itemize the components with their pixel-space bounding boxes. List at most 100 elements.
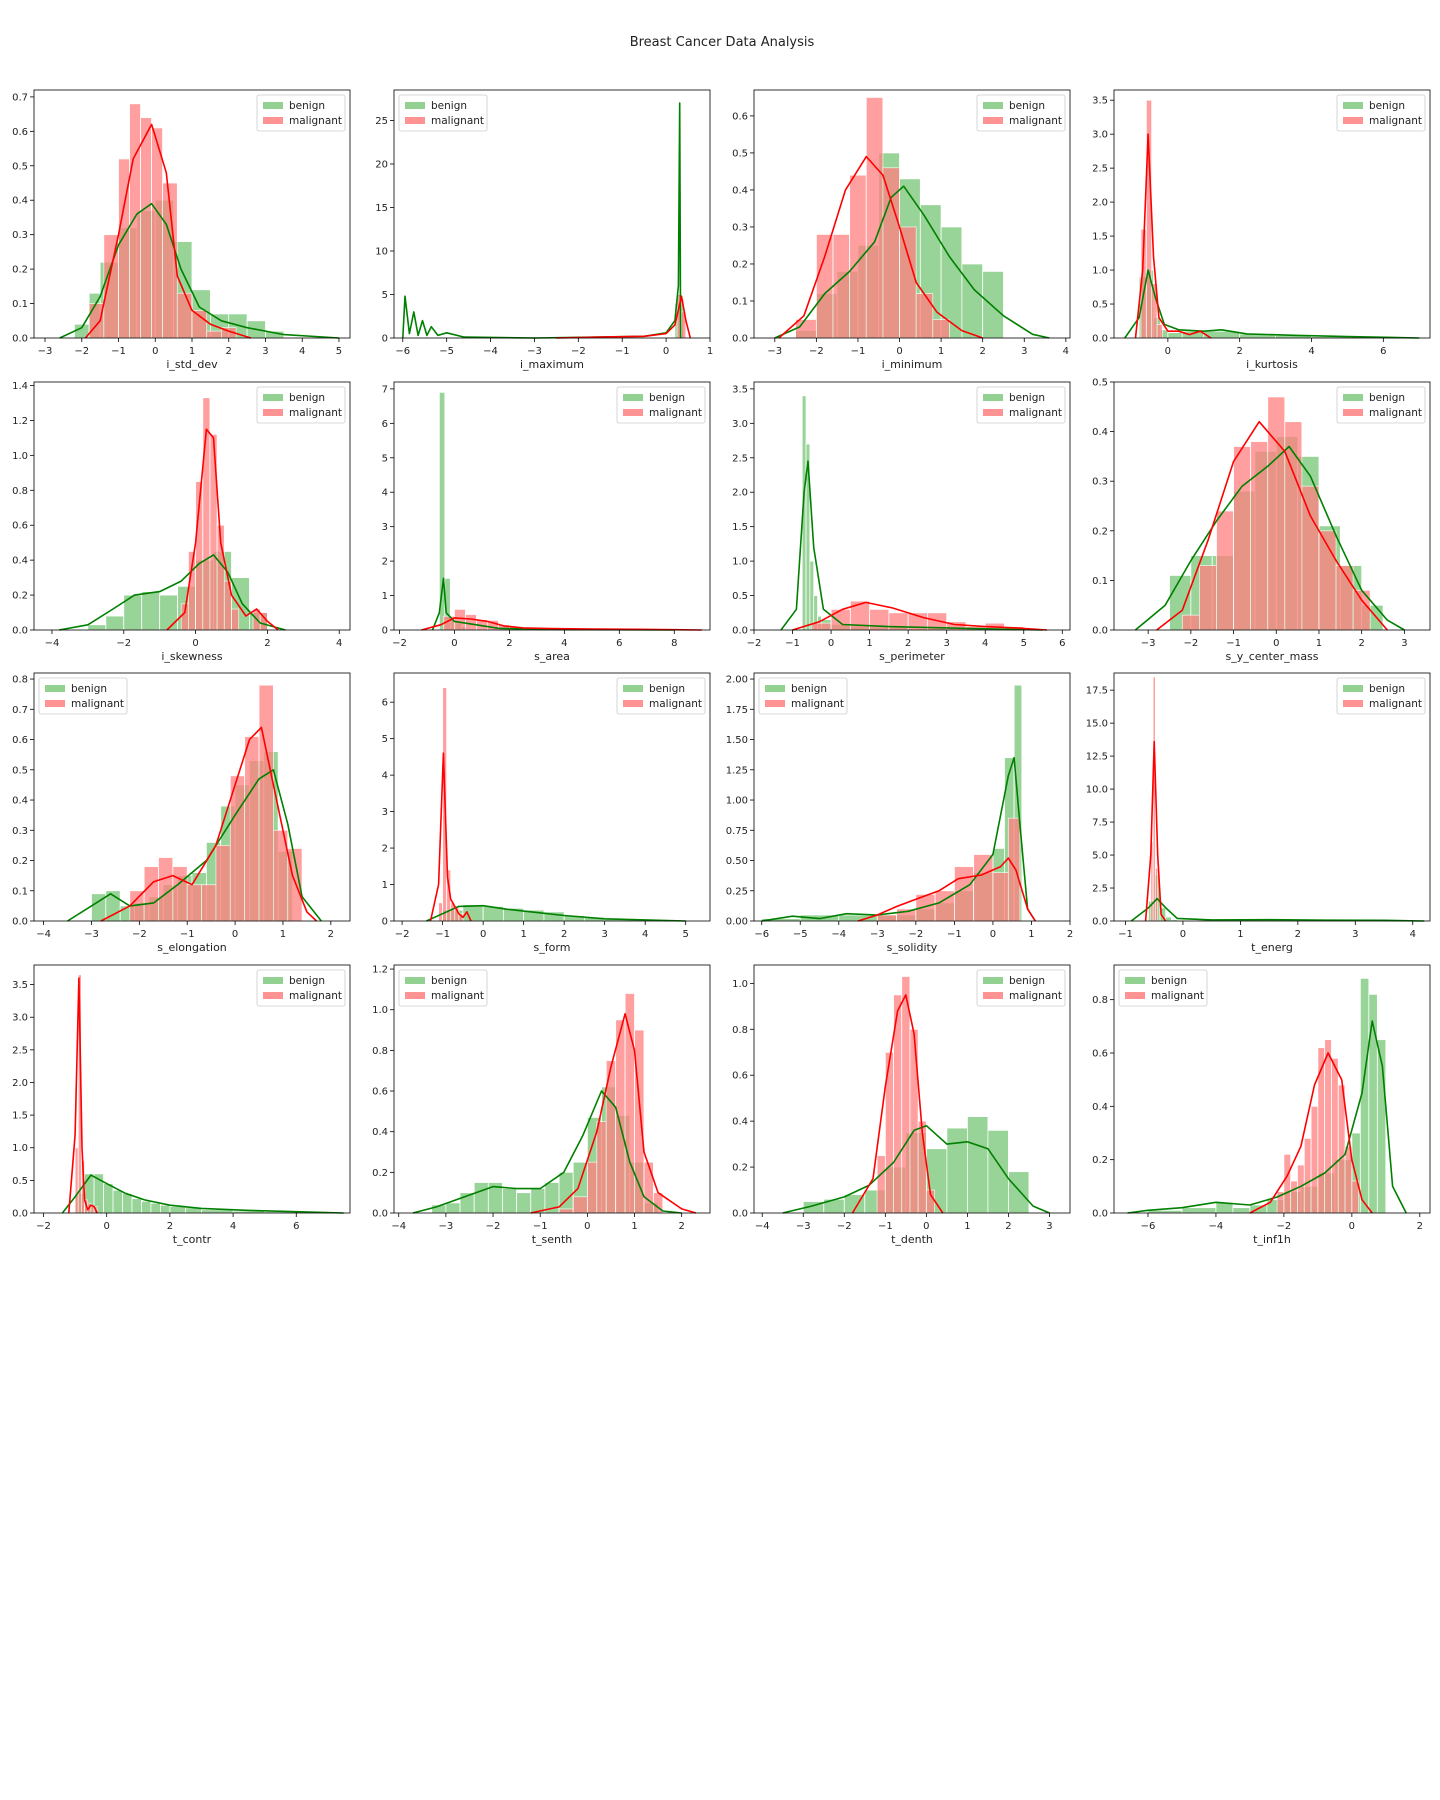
y-tick-label: 1.5 <box>732 522 748 533</box>
x-tick-label: 5 <box>683 929 689 940</box>
malignant-legend-label: malignant <box>1369 407 1422 419</box>
axes-frame <box>753 672 1071 922</box>
y-tick-label: 0.50 <box>726 856 748 867</box>
x-tick-label: −4 <box>483 346 498 357</box>
y-tick-label: 3.5 <box>1092 96 1108 107</box>
x-tick-label: 3 <box>1046 1221 1052 1232</box>
x-tick-label: −2 <box>837 1221 852 1232</box>
x-tick-label: −3 <box>439 1221 454 1232</box>
benign-legend-label: benign <box>431 100 467 112</box>
y-tick-label: 0.4 <box>12 196 28 207</box>
y-tick-label: 3 <box>382 807 388 818</box>
y-tick-label: 0.8 <box>372 1046 388 1057</box>
y-tick-label: 1.00 <box>726 796 748 807</box>
y-tick-label: 0.1 <box>12 886 28 897</box>
y-tick-label: 0.00 <box>726 917 748 928</box>
x-tick-label: −3 <box>527 346 542 357</box>
x-tick-label: 2 <box>167 1221 173 1232</box>
x-tick-label: 0 <box>990 929 996 940</box>
axes-frame <box>1113 964 1431 1214</box>
y-tick-label: 5.0 <box>1092 851 1108 862</box>
malignant-bar <box>932 319 950 339</box>
malignant-legend-swatch <box>263 117 283 124</box>
y-tick-label: 3.5 <box>732 384 748 395</box>
y-tick-label: 0.5 <box>1092 300 1108 311</box>
malignant-bar <box>206 330 222 339</box>
malignant-bar <box>244 736 260 922</box>
axes-frame <box>753 964 1071 1214</box>
benign-legend-swatch <box>1343 394 1363 401</box>
malignant-bar <box>973 854 994 922</box>
axes-frame <box>393 672 711 922</box>
x-tick-label: 2 <box>506 638 512 649</box>
x-tick-label: 0 <box>451 638 457 649</box>
benign-bar <box>1008 1171 1030 1214</box>
malignant-kde-line <box>1134 133 1212 339</box>
y-tick-label: 1.0 <box>372 1005 388 1016</box>
y-tick-label: 0.0 <box>12 626 28 637</box>
x-tick-label: 2 <box>905 638 911 649</box>
malignant-legend-swatch <box>623 409 643 416</box>
legend: benign malignant <box>398 969 488 1007</box>
malignant-legend-swatch <box>1343 117 1363 124</box>
x-tick-label: 0 <box>1180 929 1186 940</box>
malignant-kde-line <box>84 123 252 339</box>
y-tick-label: 0.5 <box>732 591 748 602</box>
benign-bar <box>502 1188 518 1214</box>
benign-bar <box>967 1116 989 1214</box>
y-tick-label: 0 <box>382 626 388 637</box>
subplot-s_elongation: −4 −3 −2 −1 0 1 2 0.0 0.1 0.2 0.3 0.4 0.5 0.6 0.7 0.8 s_… <box>12 672 351 954</box>
benign-kde-line <box>412 1090 682 1214</box>
malignant-bar <box>454 608 466 631</box>
x-tick-label: 5 <box>1021 638 1027 649</box>
y-tick-label: 0.2 <box>12 265 28 276</box>
x-tick-label: 1 <box>1237 929 1243 940</box>
malignant-bar <box>815 233 834 339</box>
x-tick-label: −1 <box>785 638 800 649</box>
y-tick-label: 20 <box>375 159 388 170</box>
x-axis-label: i_skewness <box>161 650 222 663</box>
x-tick-label: 6 <box>293 1221 299 1232</box>
malignant-legend-swatch <box>1343 409 1363 416</box>
malignant-bar <box>88 303 105 339</box>
benign-legend-swatch <box>1125 977 1145 984</box>
y-tick-label: 1.0 <box>732 557 748 568</box>
malignant-bar <box>615 1019 626 1214</box>
x-tick-label: −2 <box>116 638 131 649</box>
benign-legend-label: benign <box>1369 683 1405 695</box>
malignant-legend-label: malignant <box>289 990 342 1002</box>
y-tick-label: 3.5 <box>12 980 28 991</box>
benign-kde-line <box>402 102 682 339</box>
y-tick-label: 0.8 <box>1092 995 1108 1006</box>
legend: benign malignant <box>616 386 706 424</box>
malignant-legend-swatch <box>263 409 283 416</box>
malignant-legend-swatch <box>983 409 1003 416</box>
malignant-bar <box>1181 614 1200 631</box>
x-tick-label: −6 <box>1141 1221 1156 1232</box>
subplot-grid: −3 −2 −1 0 1 2 3 4 5 0.0 0.1 0.2 0.3 0.4 0.5 0.6 0.7 i_st… <box>12 89 1431 1246</box>
x-tick-label: 3 <box>1401 638 1407 649</box>
malignant-bar <box>140 117 152 339</box>
x-tick-label: 4 <box>982 638 988 649</box>
benign-bar <box>159 594 179 631</box>
benign-legend-label: benign <box>71 683 107 695</box>
benign-bar <box>982 270 1004 339</box>
legend: benign malignant <box>38 677 128 715</box>
x-tick-label: 3 <box>1021 346 1027 357</box>
y-tick-label: 0.2 <box>1092 1155 1108 1166</box>
y-tick-label: 5 <box>382 453 388 464</box>
x-tick-label: −2 <box>132 929 147 940</box>
malignant-bar <box>1290 1180 1298 1214</box>
malignant-kde-line <box>851 994 944 1214</box>
y-tick-label: 6 <box>382 419 388 430</box>
malignant-bar <box>172 866 188 922</box>
x-tick-label: −1 <box>1226 638 1241 649</box>
axes-frame <box>1113 89 1431 339</box>
malignant-legend-swatch <box>623 700 643 707</box>
y-tick-label: 1.75 <box>726 705 748 716</box>
benign-kde-line <box>1127 1020 1407 1214</box>
malignant-bar <box>258 684 274 922</box>
malignant-histogram <box>795 97 950 339</box>
x-tick-label: 1 <box>189 346 195 357</box>
benign-bar <box>150 1202 161 1214</box>
